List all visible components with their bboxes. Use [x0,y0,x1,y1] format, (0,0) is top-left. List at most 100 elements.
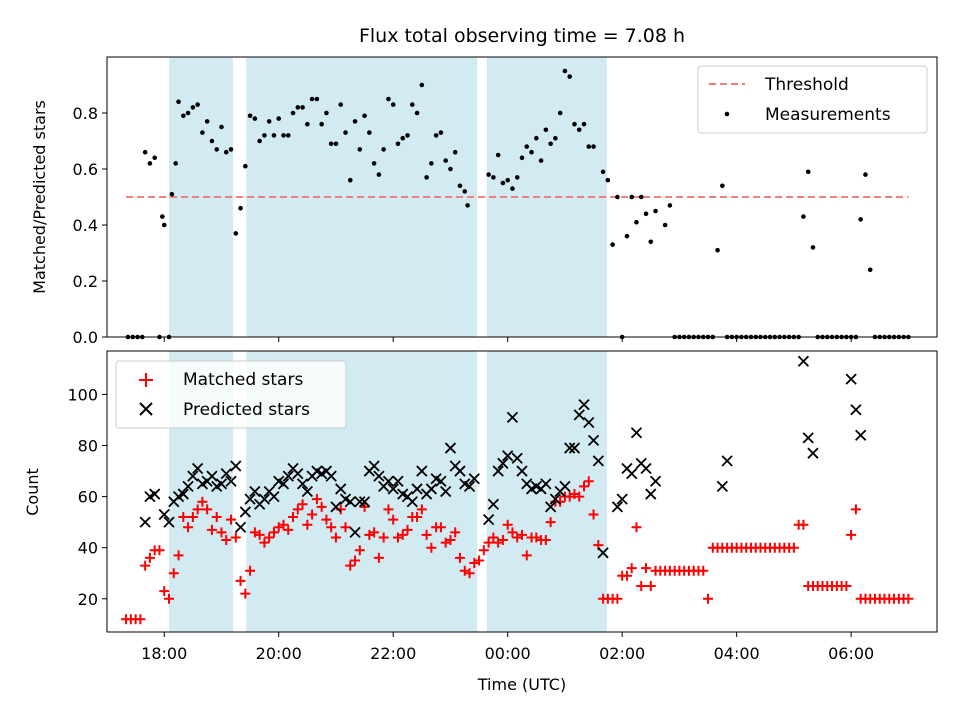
measurement-point [190,105,196,110]
predicted-star-point [296,478,309,490]
legend-matched-label: Matched stars [183,370,303,390]
measurement-point [319,121,324,127]
measurement-point [300,105,305,110]
top-y-axis-label: Matched/Predicted stars [30,100,49,294]
x-tick-label: 22:00 [370,644,416,663]
measurement-point [562,68,568,74]
measurement-point [381,147,386,152]
measurement-point [662,222,668,228]
measurement-point [567,74,573,79]
matched-star-point [454,552,465,563]
measurement-point [405,133,410,138]
measurement-point [147,161,153,166]
measurement-point [309,96,315,102]
legend-threshold-label: Threshold [764,75,849,95]
predicted-star-point [559,480,571,493]
predicted-star-point [802,432,814,444]
measurement-point [262,133,267,138]
measurement-point [314,96,320,102]
measurement-point [290,110,296,116]
measurement-point [252,116,258,121]
measurement-point [495,152,501,158]
top-shaded-interval [169,57,233,337]
measurement-point [181,113,186,119]
predicted-star-point [215,478,228,490]
measurement-point [505,177,510,183]
predicted-star-point [149,488,161,500]
matched-star-point [168,568,179,579]
measurement-point [214,147,220,152]
predicted-star-point [330,501,342,513]
top-y-tick-label: 0.4 [73,216,98,235]
measurement-point [276,116,282,121]
predicted-star-point [626,467,638,480]
predicted-star-point [177,488,189,500]
predicted-star-point [487,498,500,510]
legend-matched-swatch [139,373,153,387]
measurement-point [720,183,725,189]
predicted-star-point [187,470,199,482]
matched-stars-series [121,476,914,625]
matched-star-point [311,494,322,505]
predicted-star-point [406,496,418,508]
predicted-star-point [540,478,552,490]
matched-star-point [278,519,289,530]
top-y-ticks: 0.0 0.2 0.4 0.6 0.8 [73,104,107,347]
matched-star-point [316,501,327,512]
measurement-point [386,96,391,102]
predicted-star-point [335,483,347,495]
measurement-point [600,169,606,175]
measurement-point [591,144,596,149]
predicted-star-point [392,475,404,487]
bottom-panel: 18:00 20:00 22:00 00:00 02:00 04:00 06:00 20 40… [23,350,938,694]
measurement-point [643,211,649,217]
predicted-star-point [463,480,476,493]
measurement-point [548,141,553,147]
matched-star-point [412,512,423,523]
bottom-legend-box [115,360,347,429]
predicted-star-point [549,493,562,505]
predicted-star-point [416,465,428,477]
matched-star-point [283,524,294,535]
matched-star-point [903,593,914,604]
predicted-star-point [220,467,232,480]
top-legend-box [697,65,928,134]
measurement-point [338,102,344,107]
top-x-ticks [163,337,852,342]
measurement-point [367,130,372,135]
x-tick-label: 02:00 [599,644,645,663]
matched-star-point [245,565,256,576]
measurement-point [266,119,272,124]
bottom-y-tick-label: 20 [78,590,98,609]
measurement-point [867,267,873,273]
predicted-star-point [163,516,175,528]
measurement-point [142,149,148,155]
predicted-star-point [234,521,247,533]
top-y-tick-label: 0.0 [73,328,98,347]
measurement-point [200,130,205,135]
matched-star-point [841,581,852,592]
x-axis-label: Time (UTC) [477,675,566,694]
measurement-point [414,110,420,116]
matched-star-point [187,512,198,523]
measurement-point [557,110,563,116]
legend-measurements-label: Measurements [765,105,891,125]
predicted-star-point [573,409,585,421]
predicted-star-point [516,465,528,477]
predicted-star-point [435,475,447,487]
predicted-star-point [382,475,395,487]
measurement-point [176,99,181,105]
predicted-star-point [368,460,380,472]
matched-star-point [574,491,585,502]
x-tick-label: 06:00 [828,644,874,663]
matched-star-point [502,519,513,530]
predicted-star-point [855,429,867,441]
matched-star-point [159,586,170,597]
matched-star-point [846,529,857,540]
measurement-point [219,124,224,130]
predicted-star-point [158,508,170,521]
predicted-star-point [640,462,652,475]
measurement-point [433,133,439,138]
measurement-point [233,231,239,236]
x-tick-label: 04:00 [714,644,760,663]
